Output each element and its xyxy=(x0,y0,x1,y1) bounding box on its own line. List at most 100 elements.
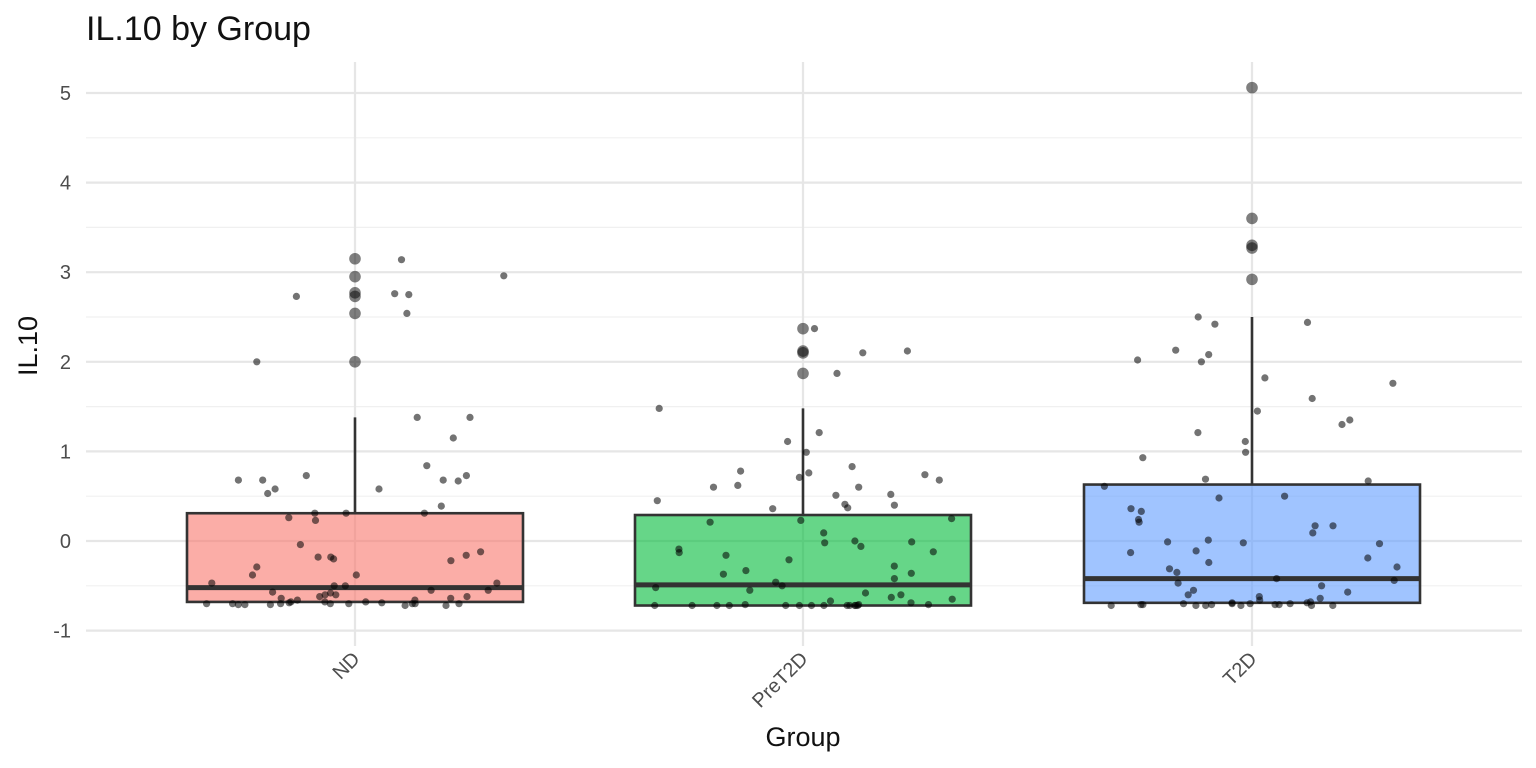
data-point xyxy=(1211,320,1219,328)
data-point xyxy=(397,256,406,264)
outlier-point xyxy=(349,356,361,368)
data-point xyxy=(1135,518,1143,526)
data-point xyxy=(454,477,462,485)
data-point xyxy=(462,472,470,480)
data-point xyxy=(1192,547,1200,555)
data-point xyxy=(713,601,721,610)
data-point xyxy=(746,586,754,594)
data-point xyxy=(797,516,805,525)
data-point xyxy=(820,601,828,610)
data-point xyxy=(277,594,285,602)
data-point xyxy=(815,429,823,437)
y-axis-ticks: -1 0 1 2 3 4 5 xyxy=(53,83,71,643)
outlier-point xyxy=(349,270,361,283)
data-point xyxy=(1204,536,1212,544)
x-tick-label: T2D xyxy=(1219,648,1261,690)
data-point xyxy=(782,601,790,610)
y-tick-label: 5 xyxy=(60,83,71,105)
outlier-point xyxy=(349,290,361,303)
outlier-point xyxy=(1246,242,1258,254)
data-point xyxy=(401,601,409,610)
data-point xyxy=(769,505,777,513)
data-point xyxy=(807,601,816,610)
data-point xyxy=(851,537,859,545)
data-point xyxy=(442,601,450,610)
y-axis-title: IL.10 xyxy=(13,316,43,376)
box-PreT2D xyxy=(633,408,973,607)
data-point xyxy=(342,509,350,517)
data-point xyxy=(772,578,780,586)
data-point xyxy=(1194,313,1202,321)
data-point xyxy=(420,509,428,517)
data-point xyxy=(1316,594,1324,602)
data-point xyxy=(833,369,841,377)
data-point xyxy=(234,476,242,484)
data-point xyxy=(1228,599,1236,607)
data-point xyxy=(924,601,933,609)
y-tick-label: 3 xyxy=(60,262,71,284)
data-point xyxy=(391,290,399,298)
data-point xyxy=(311,516,320,525)
data-point xyxy=(929,548,937,556)
x-axis-title: Group xyxy=(765,722,840,752)
data-point xyxy=(1173,568,1181,577)
data-point xyxy=(810,325,819,333)
data-point xyxy=(493,579,501,587)
data-point xyxy=(1308,394,1316,403)
data-point xyxy=(855,483,863,491)
data-point xyxy=(725,601,733,610)
x-tick-label: PreT2D xyxy=(748,648,812,712)
data-point xyxy=(1137,507,1145,515)
data-point xyxy=(285,599,293,607)
data-point xyxy=(709,483,718,491)
y-tick-label: -1 xyxy=(53,621,71,643)
data-point xyxy=(1281,492,1289,500)
data-point xyxy=(688,601,696,610)
data-point xyxy=(269,588,277,596)
outlier-point xyxy=(797,322,809,335)
data-point xyxy=(805,469,813,477)
data-point xyxy=(848,463,856,471)
data-point xyxy=(948,595,956,603)
data-point xyxy=(253,563,261,571)
data-point xyxy=(784,437,792,446)
data-point xyxy=(1184,591,1192,599)
data-point xyxy=(447,557,455,565)
data-point xyxy=(1179,600,1188,608)
data-point xyxy=(248,571,257,579)
data-point xyxy=(241,601,249,609)
data-point xyxy=(293,596,301,604)
data-point xyxy=(706,518,714,526)
data-point xyxy=(341,582,349,590)
data-point xyxy=(795,473,804,481)
data-point xyxy=(890,575,899,583)
data-point xyxy=(742,567,750,575)
data-point xyxy=(778,582,786,590)
data-point xyxy=(345,600,353,608)
data-point xyxy=(844,504,852,512)
outlier-point xyxy=(349,307,361,320)
data-point xyxy=(378,599,386,607)
data-point xyxy=(1275,601,1283,609)
data-point xyxy=(413,413,421,421)
data-point xyxy=(427,586,435,594)
data-point xyxy=(234,601,242,609)
data-point xyxy=(1139,454,1147,462)
outlier-point xyxy=(1246,273,1258,286)
data-point xyxy=(1172,346,1180,354)
data-point xyxy=(1237,601,1245,610)
data-point xyxy=(820,529,828,537)
data-point xyxy=(1127,549,1135,557)
data-point xyxy=(1389,379,1397,387)
outlier-point xyxy=(349,252,361,265)
data-point xyxy=(1338,420,1346,429)
data-point xyxy=(229,600,237,608)
data-point xyxy=(1309,529,1317,537)
y-tick-label: 0 xyxy=(60,531,71,553)
data-point xyxy=(326,589,335,597)
data-point xyxy=(1205,351,1213,359)
data-point xyxy=(1205,558,1213,567)
data-point xyxy=(330,582,338,590)
data-point xyxy=(935,476,943,484)
